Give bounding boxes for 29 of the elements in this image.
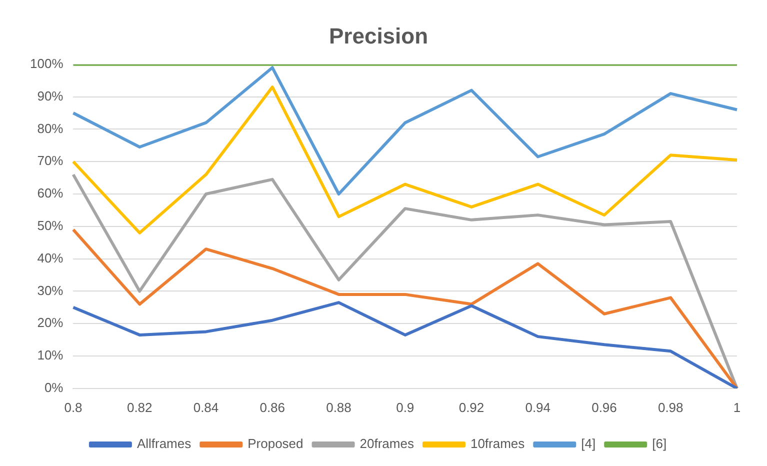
x-tick-label: 0.8 <box>64 400 82 415</box>
x-tick-label: 0.98 <box>658 400 684 415</box>
x-tick-label: 0.88 <box>326 400 352 415</box>
x-tick-label: 1 <box>733 400 741 415</box>
legend-label: 10frames <box>470 436 526 452</box>
chart-title: Precision <box>328 23 428 48</box>
y-tick-label: 90% <box>37 88 64 104</box>
y-tick-label: 60% <box>37 186 64 201</box>
y-tick-label: 20% <box>37 315 64 330</box>
legend-label: 20frames <box>360 436 414 452</box>
y-tick-label: 50% <box>37 218 64 233</box>
y-tick-label: 40% <box>37 250 64 266</box>
x-tick-label: 0.94 <box>525 400 551 415</box>
x-tick-label: 0.96 <box>592 400 617 415</box>
y-tick-label: 30% <box>37 282 64 298</box>
y-tick-label: 70% <box>37 153 64 168</box>
y-tick-label: 80% <box>37 120 64 136</box>
x-tick-label: 0.9 <box>396 400 414 415</box>
y-tick-label: 0% <box>44 380 64 395</box>
y-tick-label: 100% <box>30 56 64 71</box>
x-tick-label: 0.82 <box>126 400 152 415</box>
legend-label: Proposed <box>248 436 304 452</box>
legend-label: [4] <box>581 436 596 452</box>
y-tick-label: 10% <box>37 348 64 363</box>
x-tick-label: 0.92 <box>458 400 484 415</box>
legend-label: [6] <box>652 436 667 452</box>
legend-label: Allframes <box>136 436 192 452</box>
x-tick-label: 0.86 <box>260 400 286 415</box>
x-tick-label: 0.84 <box>193 400 219 415</box>
